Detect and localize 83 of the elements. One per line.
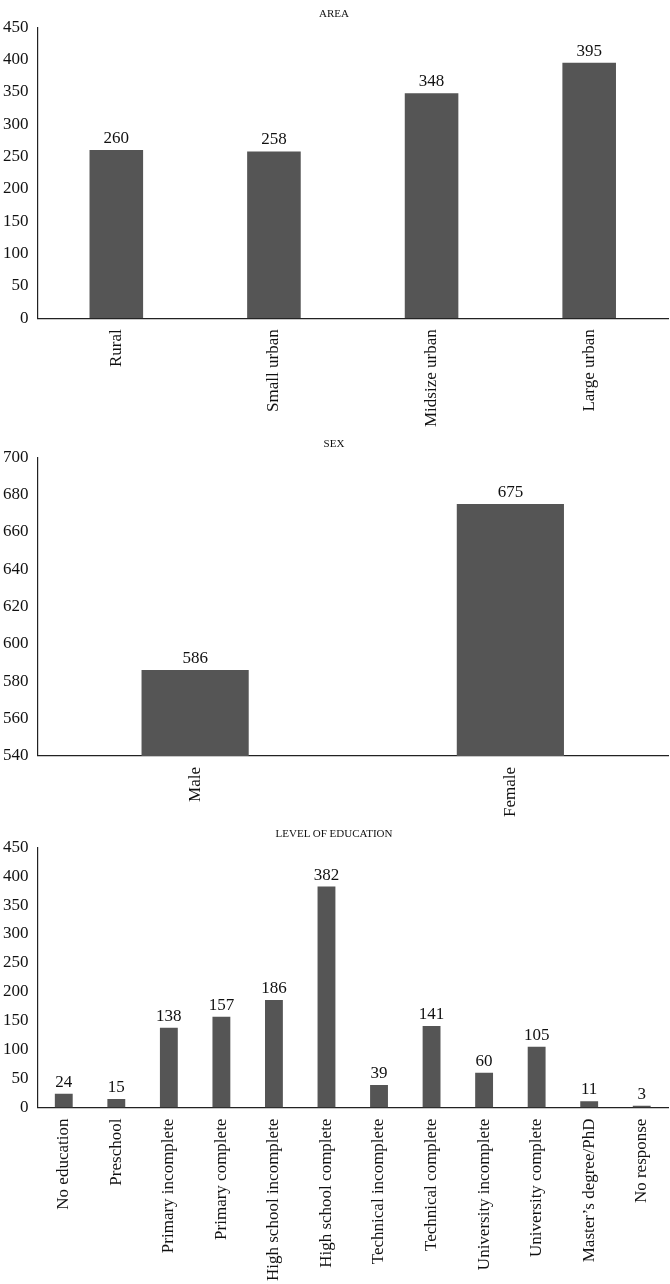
bar [212,1016,231,1108]
chart-title: SEX [323,437,345,450]
bar [265,999,283,1108]
data-label: 3 [637,1083,646,1103]
data-label: 586 [182,648,208,668]
y-tick-label: 100 [3,243,29,263]
data-label: 382 [313,864,340,884]
y-tick-label: 50 [11,1068,29,1088]
x-tick-label: Primary incomplete [158,1118,178,1254]
x-tick-label: No education [53,1118,73,1210]
y-tick-label: 350 [3,81,29,101]
x-tick-label: High school complete [315,1118,335,1268]
data-label: 141 [418,1003,445,1023]
data-label: 260 [103,128,130,148]
y-tick-label: 700 [3,446,29,466]
x-tick-label: Technical complete [421,1118,441,1251]
x-tick-label: Midsize urban [421,328,441,428]
bar [370,1085,388,1108]
y-tick-label: 150 [3,1010,29,1030]
data-label: 39 [370,1062,388,1082]
x-tick-label: Technical incomplete [368,1118,388,1265]
x-tick-label: Preschool [105,1118,125,1186]
x-tick-label: University complete [526,1118,546,1257]
data-label: 186 [261,977,287,997]
data-label: 15 [107,1076,125,1096]
data-label: 105 [523,1024,550,1044]
y-tick-label: 450 [3,16,29,36]
bar [527,1046,546,1108]
y-tick-label: 600 [3,633,29,653]
y-tick-label: 50 [11,275,29,295]
bar [54,1093,73,1108]
y-tick-label: 250 [3,146,29,166]
data-label: 60 [475,1050,493,1070]
bar [404,93,459,319]
x-tick-label: Female [499,766,519,818]
y-tick-label: 0 [20,1097,29,1117]
bar [317,886,336,1108]
x-tick-label: Large urban [578,328,598,412]
y-tick-label: 560 [3,708,29,728]
data-label: 258 [261,129,287,149]
bar [422,1026,441,1108]
data-label: 11 [581,1079,598,1099]
data-label: 157 [208,994,235,1014]
y-tick-label: 300 [3,113,29,133]
bar [89,150,144,319]
y-tick-label: 450 [3,836,29,856]
y-tick-label: 680 [3,484,29,504]
data-label: 348 [418,71,445,91]
y-tick-label: 300 [3,923,29,943]
x-tick-label: Primary complete [210,1118,230,1240]
x-tick-label: High school incomplete [263,1118,283,1282]
x-tick-label: Rural [105,329,125,368]
y-tick-label: 540 [3,745,29,765]
y-tick-label: 620 [3,596,29,616]
y-tick-label: 200 [3,981,29,1001]
bar [580,1101,599,1108]
y-tick-label: 0 [20,307,29,327]
y-tick-label: 400 [3,865,29,885]
data-label: 675 [497,481,524,501]
data-label: 138 [156,1005,182,1025]
bar [247,151,301,319]
y-tick-label: 100 [3,1039,29,1059]
y-tick-label: 350 [3,894,29,914]
bar [159,1027,178,1108]
bar [562,62,616,319]
x-tick-label: Male [184,766,204,802]
x-tick-label: Master’s degree/PhD [578,1118,598,1263]
x-tick-label: University incomplete [473,1118,493,1271]
x-tick-label: No response [631,1118,651,1204]
y-tick-label: 250 [3,952,29,972]
chart-title: LEVEL OF EDUCATION [275,827,393,840]
bar [475,1072,494,1108]
y-tick-label: 200 [3,178,29,198]
y-tick-label: 660 [3,521,29,541]
data-label: 395 [576,40,602,60]
x-tick-label: Small urban [263,328,283,412]
chart-title: AREA [319,7,350,20]
y-tick-label: 640 [3,558,29,578]
y-tick-label: 150 [3,210,29,230]
data-label: 24 [55,1071,73,1091]
bar [107,1098,126,1108]
y-tick-label: 400 [3,49,29,69]
y-tick-label: 580 [3,670,29,690]
